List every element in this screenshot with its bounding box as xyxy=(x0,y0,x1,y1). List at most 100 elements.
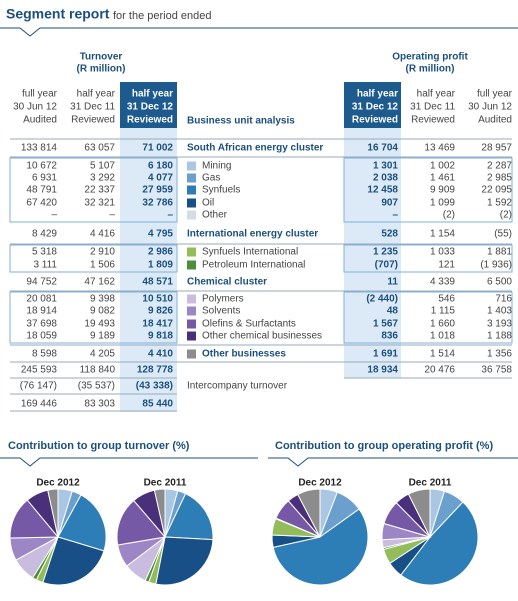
profit-cell: 4 339 xyxy=(430,277,455,288)
column-header: Reviewed xyxy=(71,115,115,126)
column-header: 30 Jun 12 xyxy=(468,102,512,113)
row-label: South African energy cluster xyxy=(187,143,323,154)
turnover-cell: 37 698 xyxy=(26,319,57,330)
profit-cell: 22 095 xyxy=(481,185,512,196)
highlight-column xyxy=(344,82,401,378)
turnover-cell: 6 931 xyxy=(32,173,57,184)
row-label: Intercompany turnover xyxy=(187,381,288,392)
legend-swatch xyxy=(187,294,196,304)
profit-cell: 836 xyxy=(381,331,398,342)
title: Segment report xyxy=(6,6,110,22)
column-header: full year xyxy=(477,89,513,100)
turnover-cell: 4 205 xyxy=(90,349,115,360)
legend-swatch xyxy=(187,185,196,195)
turnover-cell: 63 057 xyxy=(84,143,115,154)
profit-cell: 716 xyxy=(495,294,512,305)
header-rule xyxy=(0,27,518,37)
profit-cell: 1 567 xyxy=(373,319,398,330)
profit-cell: 1 154 xyxy=(430,229,455,240)
turnover-cell: – xyxy=(167,210,173,221)
highlight-header xyxy=(344,82,401,128)
profit-cell: 48 xyxy=(387,306,399,317)
group-boxes xyxy=(9,157,513,344)
row-label: Chemical cluster xyxy=(187,277,267,288)
turnover-cell: 1 809 xyxy=(148,260,173,271)
profit-cell: 2 287 xyxy=(487,161,512,172)
turnover-cell: 20 081 xyxy=(26,294,57,305)
profit-cell: 1 356 xyxy=(487,349,512,360)
turnover-cell: 67 420 xyxy=(26,198,57,209)
pie-title: Dec 2011 xyxy=(144,478,187,489)
turnover-cell: 8 429 xyxy=(32,229,57,240)
pie-slice xyxy=(407,488,431,538)
profit-cell: 20 476 xyxy=(424,365,455,376)
column-header: 31 Dec 11 xyxy=(70,102,115,113)
turnover-cell: (43 338) xyxy=(136,381,173,392)
turnover-cell: 5 107 xyxy=(90,161,115,172)
turnover-cell: 9 818 xyxy=(148,331,173,342)
legend-swatch xyxy=(187,331,196,341)
turnover-cell: 169 446 xyxy=(21,399,58,410)
turnover-cell: 83 303 xyxy=(84,399,115,410)
turnover-cell: 3 111 xyxy=(33,260,57,271)
legend-swatch xyxy=(187,173,196,183)
profit-cell: 1 461 xyxy=(430,173,455,184)
pie-slice xyxy=(297,488,321,538)
column-header: half year xyxy=(132,89,173,100)
turnover-cell: (76 147) xyxy=(20,381,57,392)
turnover-cell: 8 598 xyxy=(32,349,57,360)
pie-title: Dec 2011 xyxy=(409,478,452,489)
pie-slice xyxy=(42,536,105,586)
pie-slice xyxy=(164,492,214,541)
turnover-cell: 2 910 xyxy=(90,247,115,258)
profit-cell: (1 936) xyxy=(480,260,512,271)
row-label: Synfuels xyxy=(202,185,240,196)
rules xyxy=(10,138,512,412)
column-header: Audited xyxy=(478,115,512,126)
column-header: 31 Dec 12 xyxy=(352,102,399,113)
turnover-cell: 18 914 xyxy=(26,306,57,317)
column-header: full year xyxy=(22,89,58,100)
legend-swatch xyxy=(187,210,196,220)
turnover-cell: 9 189 xyxy=(90,331,115,342)
profit-cell: 907 xyxy=(381,198,398,209)
profit-cell: 1 018 xyxy=(430,331,455,342)
column-header: 31 Dec 11 xyxy=(410,102,455,113)
turnover-cell: 47 162 xyxy=(84,277,115,288)
turnover-cell: 18 417 xyxy=(142,319,173,330)
pie-slice xyxy=(400,501,479,586)
turnover-cell: 128 778 xyxy=(137,365,174,376)
profit-cell: – xyxy=(392,210,398,221)
section-title: Contribution to group operating profit (… xyxy=(275,440,493,452)
profit-cell: (2 440) xyxy=(366,294,398,305)
profit-cell: 1 099 xyxy=(430,198,455,209)
turnover-cell: 118 840 xyxy=(80,365,116,376)
column-header: half year xyxy=(77,89,116,100)
pie-slice xyxy=(116,499,166,546)
legend-swatch xyxy=(187,161,196,171)
column-header: Audited xyxy=(23,115,57,126)
subtitle: for the period ended xyxy=(113,10,211,22)
column-header: half year xyxy=(357,89,398,100)
profit-cell: 528 xyxy=(381,229,398,240)
highlight-column xyxy=(120,82,177,412)
profit-cell: 1 881 xyxy=(487,247,512,258)
row-label: Polymers xyxy=(202,294,244,305)
profit-cell: 1 235 xyxy=(373,247,398,258)
profit-cell: 28 957 xyxy=(481,143,512,154)
turnover-cell: 71 002 xyxy=(142,143,173,154)
turnover-cell: 245 593 xyxy=(21,365,58,376)
profit-cell: (55) xyxy=(494,229,512,240)
profit-cell: 1 592 xyxy=(487,198,512,209)
legend-swatch xyxy=(187,198,196,208)
turnover-cell: (35 537) xyxy=(78,381,115,392)
group-title: Turnover xyxy=(80,52,123,63)
turnover-cell: 9 082 xyxy=(90,306,115,317)
pie-title: Dec 2012 xyxy=(298,478,342,489)
turnover-cell: 10 510 xyxy=(142,294,173,305)
row-label: Oil xyxy=(202,198,214,209)
turnover-cell: 133 814 xyxy=(21,143,58,154)
profit-cell: 546 xyxy=(438,294,455,305)
profit-cell: 1 301 xyxy=(373,161,398,172)
legend-swatch xyxy=(187,247,196,257)
